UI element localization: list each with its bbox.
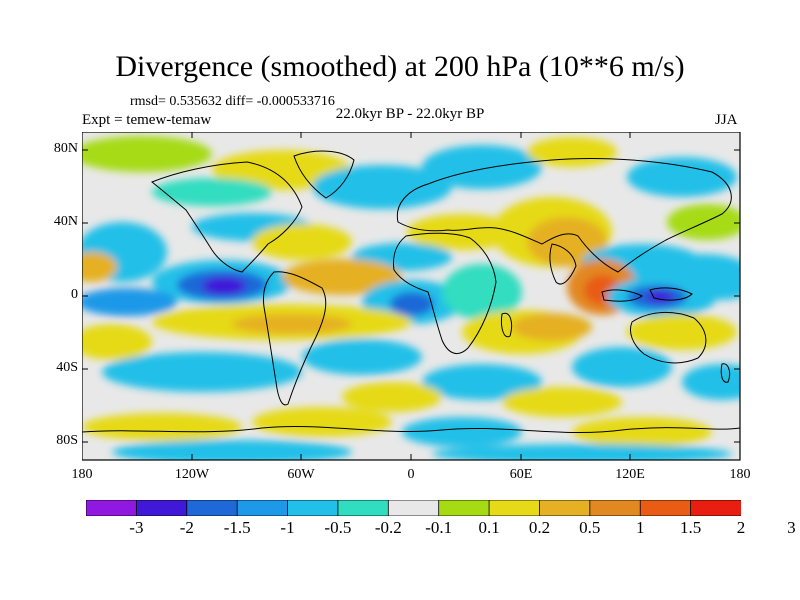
- colorbar-swatch: [589, 500, 642, 516]
- lat-label-40s: 40S: [56, 360, 78, 375]
- colorbar-label: 1.5: [679, 518, 702, 537]
- lon-label-120e: 120E: [615, 467, 645, 482]
- colorbar-label: 0.1: [478, 518, 500, 537]
- colorbar-label: 1: [635, 518, 645, 537]
- colorbar-label: -2: [179, 518, 194, 537]
- colorbar-swatch: [186, 500, 239, 516]
- colorbar-swatch: [236, 500, 289, 516]
- lon-label-180-left: 180: [71, 467, 93, 482]
- colorbar-swatch: [639, 500, 692, 516]
- colorbar-label: -0.2: [374, 518, 402, 537]
- lon-label-60w: 60W: [287, 467, 315, 482]
- stats-text: rmsd= 0.535632 diff= -0.000533716: [130, 94, 335, 109]
- colorbar-swatch: [287, 500, 339, 516]
- map-ticks: [82, 132, 740, 460]
- colorbar-label: 3: [787, 518, 796, 537]
- coastlines: [82, 150, 740, 434]
- colorbar-label: -0.5: [324, 518, 352, 537]
- colorbar-swatch: [86, 500, 138, 516]
- plot-title: Divergence (smoothed) at 200 hPa (10**6 …: [115, 50, 685, 83]
- lat-label-0: 0: [71, 287, 78, 302]
- divergence-map: [82, 132, 741, 461]
- lat-label-40n: 40N: [53, 214, 78, 229]
- lon-label-0: 0: [407, 467, 415, 482]
- colorbar-swatch: [539, 500, 591, 516]
- colorbar: [86, 500, 741, 516]
- colorbar-label: 0.2: [528, 518, 551, 537]
- lon-label-120w: 120W: [174, 467, 210, 482]
- divergence-field: [82, 136, 740, 460]
- colorbar-swatch: [135, 500, 188, 516]
- lat-label-80s: 80S: [56, 433, 78, 448]
- colorbar-label: -1.5: [223, 518, 251, 537]
- colorbar-label: 0.5: [579, 518, 601, 537]
- lon-label-60e: 60E: [509, 467, 533, 482]
- colorbar-label: -0.1: [425, 518, 453, 537]
- period-text: 22.0kyr BP - 22.0kyr BP: [335, 106, 485, 122]
- colorbar-label: -1: [280, 518, 295, 537]
- colorbar-swatch: [438, 500, 490, 516]
- colorbar-swatch: [387, 500, 440, 516]
- colorbar-swatch: [337, 500, 390, 516]
- colorbar-label: -3: [129, 518, 144, 537]
- colorbar-label: 2: [736, 518, 746, 537]
- colorbar-swatch: [690, 500, 741, 516]
- colorbar-swatch: [488, 500, 541, 516]
- lat-label-80n: 80N: [53, 141, 78, 156]
- lon-label-180-right: 180: [729, 467, 751, 482]
- experiment-label: Expt = temew-temaw: [82, 112, 212, 128]
- season-label: JJA: [715, 112, 738, 128]
